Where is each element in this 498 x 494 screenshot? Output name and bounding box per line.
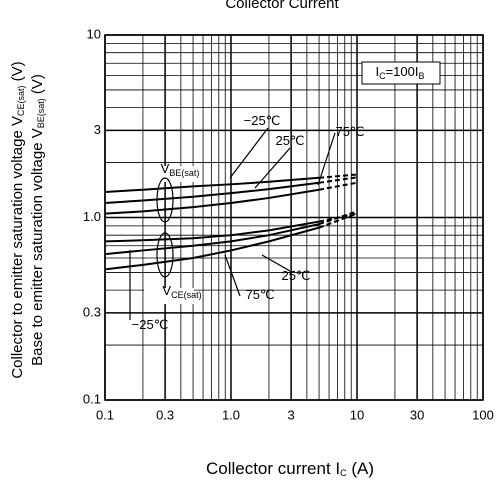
curve: [318, 176, 358, 184]
leader: [317, 132, 336, 186]
curve: [104, 181, 320, 205]
plot-frame: [104, 34, 484, 401]
x-tick-label: 1.0: [222, 407, 240, 422]
chart-title: Collector Current: [225, 0, 339, 12]
x-tick-label: 100: [472, 407, 494, 422]
label-part: BE(sat): [169, 168, 199, 178]
label-part: B: [419, 71, 425, 81]
x-tick-label: 30: [410, 407, 424, 422]
label-part: Base to emitter saturation voltage V: [29, 128, 46, 366]
label-part: Collector to emitter saturation voltage …: [9, 116, 26, 379]
label-part: 25℃: [275, 133, 304, 148]
leader: [254, 147, 291, 189]
annotation: 75℃: [335, 124, 364, 139]
annotation: VCE(sat): [162, 283, 201, 300]
label-part: C: [379, 71, 386, 81]
y-axis-label: Collector to emitter saturation voltage …: [9, 61, 26, 378]
label-part: BE(sat): [36, 98, 46, 128]
x-axis-label: Collector current IC (A): [206, 459, 374, 478]
leader: [224, 254, 241, 297]
annotation: IC=100IB: [375, 64, 424, 81]
label-part: (V): [29, 74, 46, 98]
label-part: −25℃: [132, 317, 169, 332]
curve: [104, 220, 320, 243]
label-part: V: [162, 283, 171, 298]
annotation: −25℃: [132, 317, 169, 332]
label-part: CE(sat): [16, 86, 26, 117]
annotation: −25℃: [244, 113, 281, 128]
label-part: Collector current I: [206, 459, 340, 478]
curve: [318, 210, 358, 226]
annotation: VBE(sat): [161, 161, 200, 178]
curve: [318, 173, 358, 179]
curve: [104, 176, 320, 193]
curve: [318, 181, 358, 191]
label-part: CE(sat): [171, 290, 202, 300]
label-part: (V): [9, 61, 26, 85]
x-tick-label: 0.3: [156, 407, 174, 422]
curve: [104, 223, 320, 256]
y-tick-label: 0.3: [83, 304, 101, 319]
label-bg: [146, 166, 196, 182]
y-tick-label: 1.0: [83, 209, 101, 224]
note-box: [361, 61, 441, 85]
label-part: I: [375, 64, 379, 79]
y-tick-label: 10: [87, 26, 101, 41]
leader: [229, 127, 269, 179]
x-tick-label: 10: [350, 407, 364, 422]
group-mark: [156, 232, 174, 278]
y-axis-label: Base to emitter saturation voltage VBE(s…: [29, 74, 46, 366]
curve: [318, 212, 358, 229]
label-part: 75℃: [335, 124, 364, 139]
x-tick-label: 3: [288, 407, 295, 422]
curve: [104, 188, 320, 215]
label-part: C: [340, 468, 347, 478]
leader: [261, 254, 291, 272]
annotation: 75℃: [245, 287, 274, 302]
y-tick-label: 3: [94, 122, 101, 137]
label-part: −25℃: [244, 113, 281, 128]
label-part: 25℃: [281, 268, 310, 283]
label-part: =100I: [386, 64, 419, 79]
label-part: (A): [347, 459, 374, 478]
label-bg: [144, 288, 194, 304]
y-tick-label: 0.1: [83, 391, 101, 406]
annotation: 25℃: [275, 133, 304, 148]
annotation: 25℃: [281, 268, 310, 283]
group-mark: [156, 177, 174, 223]
curve: [104, 226, 320, 271]
x-tick-label: 0.1: [96, 407, 114, 422]
label-part: V: [161, 161, 170, 176]
label-part: 75℃: [245, 287, 274, 302]
